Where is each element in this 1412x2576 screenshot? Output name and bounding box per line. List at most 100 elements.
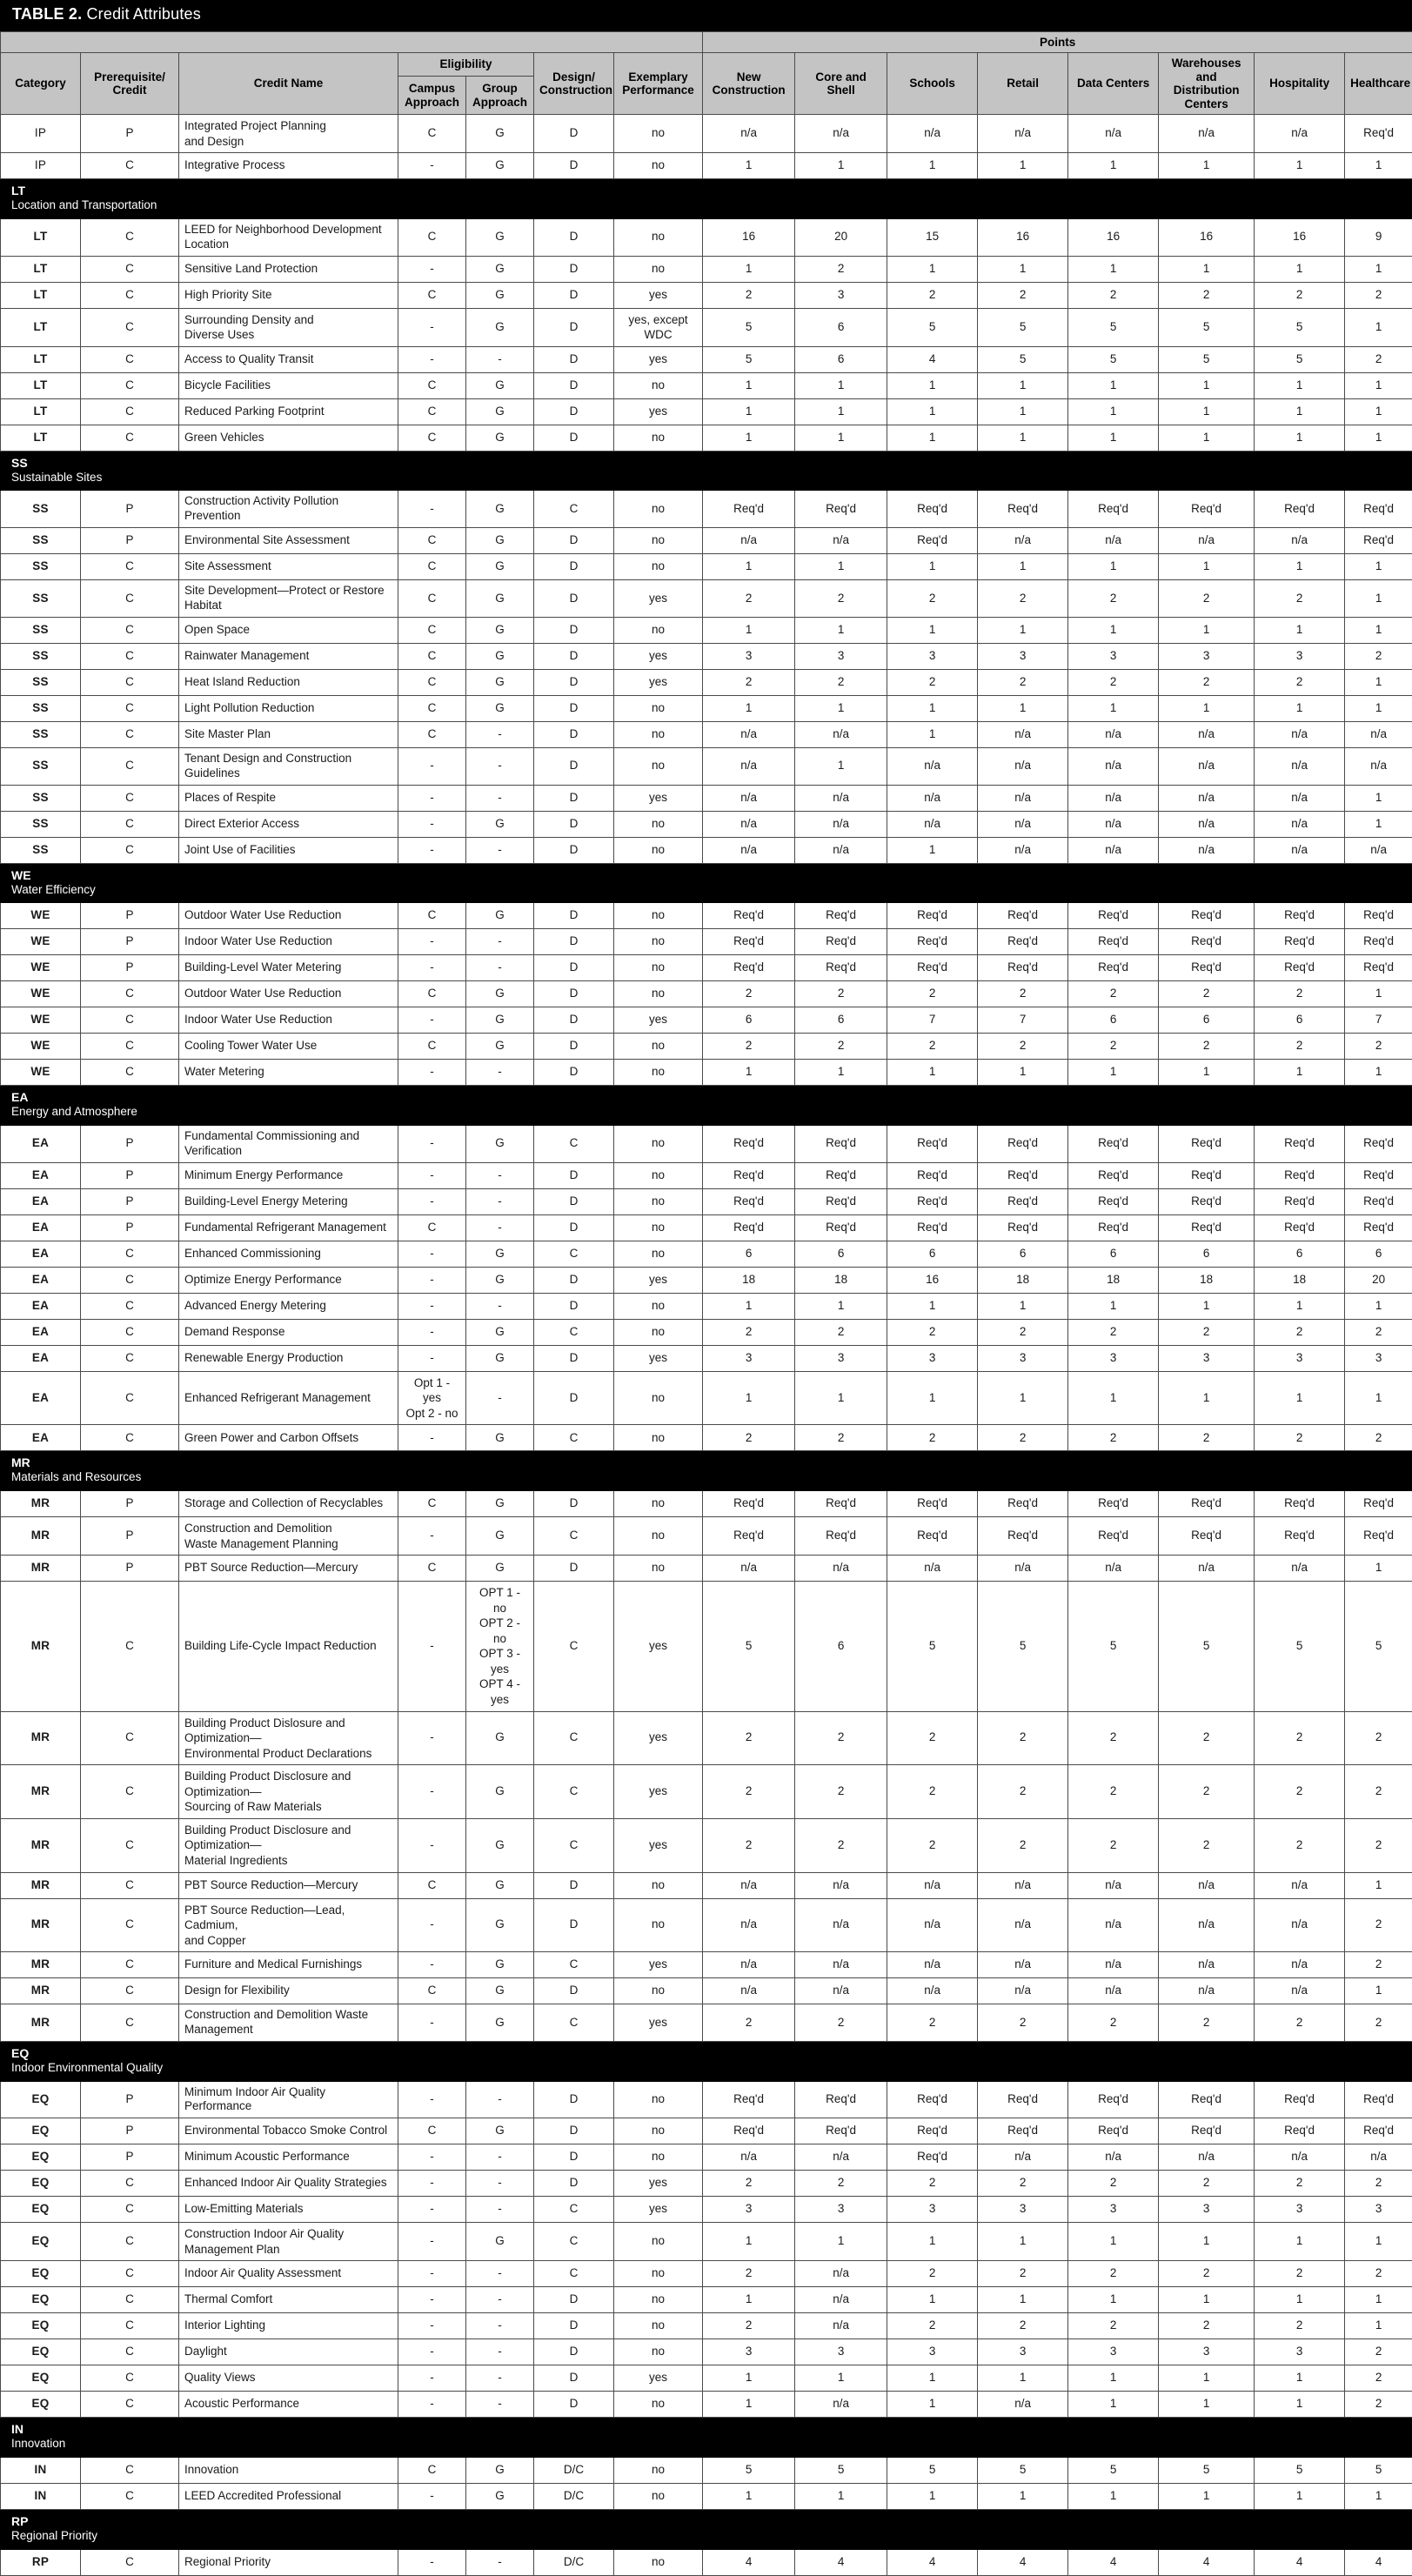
cell-warehouses: 1 xyxy=(1159,398,1255,425)
cell-group-approach: G xyxy=(466,2484,534,2510)
cell-design-construction: D xyxy=(534,2144,614,2171)
cell-exemplary-performance: no xyxy=(614,554,703,580)
cell-schools: 2 xyxy=(887,669,978,695)
cell-core-and-shell: 6 xyxy=(795,1582,887,1711)
cell-schools: Req'd xyxy=(887,903,978,929)
cell-campus-approach: - xyxy=(398,2339,466,2365)
cell-healthcare: Req'd xyxy=(1345,491,1412,528)
cell-prerequisite-credit: C xyxy=(81,837,179,863)
cell-group-approach: - xyxy=(466,2365,534,2392)
cell-prerequisite-credit: C xyxy=(81,2365,179,2392)
cell-healthcare: 1 xyxy=(1345,669,1412,695)
cell-category: MR xyxy=(1,1517,81,1556)
cell-campus-approach: - xyxy=(398,346,466,372)
cell-exemplary-performance: no xyxy=(614,491,703,528)
cell-healthcare: 9 xyxy=(1345,218,1412,256)
cell-retail: n/a xyxy=(978,1872,1068,1898)
cell-credit-name: Light Pollution Reduction xyxy=(179,695,398,721)
cell-warehouses: 5 xyxy=(1159,308,1255,346)
cell-retail: n/a xyxy=(978,747,1068,785)
cell-group-approach: - xyxy=(466,2197,534,2223)
cell-new-construction: 2 xyxy=(703,1034,795,1060)
section-abbreviation: RP xyxy=(11,2514,1412,2529)
cell-prerequisite-credit: C xyxy=(81,1711,179,1765)
cell-data-centers: 5 xyxy=(1068,2458,1159,2484)
cell-credit-name: Advanced Energy Metering xyxy=(179,1293,398,1319)
cell-warehouses: n/a xyxy=(1159,1872,1255,1898)
cell-credit-name: Environmental Tobacco Smoke Control xyxy=(179,2118,398,2144)
cell-credit-name: Heat Island Reduction xyxy=(179,669,398,695)
cell-healthcare: Req'd xyxy=(1345,1126,1412,1163)
cell-retail: 1 xyxy=(978,1060,1068,1086)
cell-credit-name: Design for Flexibility xyxy=(179,1978,398,2004)
cell-schools: 1 xyxy=(887,425,978,451)
cell-prerequisite-credit: C xyxy=(81,811,179,837)
cell-design-construction: D xyxy=(534,282,614,308)
cell-data-centers: n/a xyxy=(1068,115,1159,153)
cell-healthcare: Req'd xyxy=(1345,1491,1412,1517)
cell-design-construction: D xyxy=(534,372,614,398)
cell-design-construction: D xyxy=(534,721,614,747)
cell-campus-approach: C xyxy=(398,617,466,643)
section-title: Materials and Resources xyxy=(11,1470,1412,1485)
section-title: Water Efficiency xyxy=(11,883,1412,898)
cell-group-approach: G xyxy=(466,308,534,346)
cell-campus-approach: C xyxy=(398,643,466,669)
cell-healthcare: 2 xyxy=(1345,1034,1412,1060)
cell-schools: 1 xyxy=(887,398,978,425)
cell-hospitality: 2 xyxy=(1255,1765,1345,1819)
cell-retail: Req'd xyxy=(978,1517,1068,1556)
cell-retail: n/a xyxy=(978,721,1068,747)
cell-group-approach: G xyxy=(466,617,534,643)
cell-campus-approach: - xyxy=(398,1267,466,1293)
cell-healthcare: 1 xyxy=(1345,425,1412,451)
cell-new-construction: 1 xyxy=(703,695,795,721)
cell-warehouses: 3 xyxy=(1159,643,1255,669)
cell-hospitality: n/a xyxy=(1255,837,1345,863)
cell-exemplary-performance: no xyxy=(614,2549,703,2575)
cell-new-construction: 2 xyxy=(703,1711,795,1765)
cell-warehouses: n/a xyxy=(1159,721,1255,747)
cell-healthcare: 2 xyxy=(1345,2392,1412,2418)
header-category: Category xyxy=(1,53,81,115)
header-data-centers: Data Centers xyxy=(1068,53,1159,115)
cell-group-approach: - xyxy=(466,2392,534,2418)
cell-prerequisite-credit: C xyxy=(81,2484,179,2510)
cell-new-construction: 2 xyxy=(703,981,795,1007)
cell-hospitality: 1 xyxy=(1255,2365,1345,2392)
cell-hospitality: 2 xyxy=(1255,2171,1345,2197)
cell-data-centers: 6 xyxy=(1068,1241,1159,1267)
cell-hospitality: 3 xyxy=(1255,2197,1345,2223)
cell-design-construction: D xyxy=(534,617,614,643)
cell-category: WE xyxy=(1,1034,81,1060)
cell-group-approach: G xyxy=(466,1491,534,1517)
cell-prerequisite-credit: P xyxy=(81,1188,179,1214)
cell-campus-approach: - xyxy=(398,1319,466,1345)
cell-healthcare: 2 xyxy=(1345,1765,1412,1819)
cell-category: MR xyxy=(1,1898,81,1952)
section-abbreviation: LT xyxy=(11,184,1412,198)
cell-category: SS xyxy=(1,785,81,811)
cell-group-approach: G xyxy=(466,372,534,398)
cell-exemplary-performance: no xyxy=(614,115,703,153)
cell-schools: 4 xyxy=(887,2549,978,2575)
cell-core-and-shell: 6 xyxy=(795,346,887,372)
cell-campus-approach: C xyxy=(398,669,466,695)
cell-category: MR xyxy=(1,1818,81,1872)
cell-new-construction: n/a xyxy=(703,1556,795,1582)
cell-prerequisite-credit: C xyxy=(81,1319,179,1345)
cell-schools: 3 xyxy=(887,2197,978,2223)
cell-core-and-shell: 1 xyxy=(795,747,887,785)
cell-design-construction: D xyxy=(534,2171,614,2197)
cell-prerequisite-credit: C xyxy=(81,398,179,425)
cell-data-centers: Req'd xyxy=(1068,1491,1159,1517)
cell-warehouses: 1 xyxy=(1159,372,1255,398)
cell-core-and-shell: n/a xyxy=(795,2144,887,2171)
